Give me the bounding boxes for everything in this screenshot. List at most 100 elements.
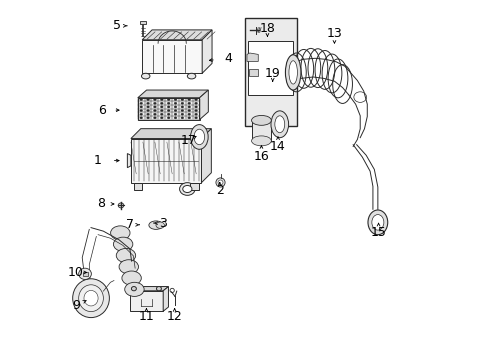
Ellipse shape — [181, 99, 183, 101]
Bar — [82, 272, 87, 276]
Ellipse shape — [160, 106, 163, 108]
Ellipse shape — [274, 116, 284, 133]
Polygon shape — [142, 30, 212, 40]
Ellipse shape — [73, 279, 109, 318]
Ellipse shape — [140, 113, 142, 115]
Ellipse shape — [216, 178, 224, 187]
Ellipse shape — [79, 285, 103, 312]
Bar — [140, 21, 146, 24]
Text: 12: 12 — [166, 310, 182, 323]
Ellipse shape — [153, 109, 156, 112]
Text: 15: 15 — [370, 226, 386, 239]
Ellipse shape — [146, 117, 149, 119]
Ellipse shape — [218, 180, 223, 185]
Text: 18: 18 — [259, 22, 275, 35]
Ellipse shape — [187, 73, 195, 79]
Text: 19: 19 — [264, 67, 280, 80]
Ellipse shape — [167, 102, 170, 104]
Ellipse shape — [79, 268, 91, 279]
Bar — [133, 183, 142, 190]
Ellipse shape — [270, 111, 288, 138]
Ellipse shape — [160, 113, 163, 115]
Text: 5: 5 — [113, 19, 121, 32]
Ellipse shape — [187, 109, 190, 112]
Ellipse shape — [131, 287, 136, 291]
Text: 1: 1 — [94, 154, 102, 167]
Polygon shape — [129, 287, 168, 291]
Ellipse shape — [174, 117, 177, 119]
Text: 2: 2 — [215, 184, 224, 197]
Text: 8: 8 — [98, 198, 105, 211]
Ellipse shape — [187, 113, 190, 115]
Polygon shape — [127, 154, 131, 168]
Ellipse shape — [285, 55, 300, 90]
Ellipse shape — [174, 99, 177, 101]
Ellipse shape — [181, 102, 183, 104]
Ellipse shape — [122, 271, 141, 285]
Ellipse shape — [181, 117, 183, 119]
Polygon shape — [201, 129, 211, 183]
Ellipse shape — [153, 117, 156, 119]
Ellipse shape — [251, 136, 271, 146]
Bar — [244, 18, 296, 126]
Polygon shape — [246, 53, 258, 62]
Polygon shape — [202, 30, 212, 73]
Polygon shape — [131, 129, 211, 139]
Ellipse shape — [167, 99, 170, 101]
Ellipse shape — [167, 117, 170, 119]
Ellipse shape — [153, 113, 156, 115]
Ellipse shape — [156, 287, 161, 291]
Ellipse shape — [187, 99, 190, 101]
Ellipse shape — [194, 102, 197, 104]
Ellipse shape — [116, 248, 135, 262]
Ellipse shape — [181, 113, 183, 115]
Ellipse shape — [146, 109, 149, 112]
Ellipse shape — [174, 109, 177, 112]
Ellipse shape — [146, 102, 149, 104]
Polygon shape — [131, 139, 201, 183]
Ellipse shape — [141, 73, 150, 79]
Bar — [251, 120, 271, 141]
Ellipse shape — [140, 109, 142, 112]
Bar — [190, 183, 198, 190]
Ellipse shape — [194, 129, 204, 145]
Ellipse shape — [179, 183, 195, 195]
Ellipse shape — [140, 102, 142, 104]
Ellipse shape — [113, 237, 133, 251]
Ellipse shape — [160, 117, 163, 119]
Ellipse shape — [194, 109, 197, 112]
Polygon shape — [129, 291, 163, 311]
Polygon shape — [199, 90, 208, 120]
Ellipse shape — [174, 102, 177, 104]
Text: 4: 4 — [224, 52, 232, 65]
Ellipse shape — [183, 185, 192, 193]
Ellipse shape — [194, 99, 197, 101]
Polygon shape — [138, 98, 199, 120]
Ellipse shape — [190, 125, 208, 149]
Ellipse shape — [160, 109, 163, 112]
Ellipse shape — [124, 282, 144, 296]
Text: 6: 6 — [98, 104, 105, 117]
Ellipse shape — [174, 113, 177, 115]
Text: 14: 14 — [269, 140, 285, 153]
Polygon shape — [248, 69, 257, 76]
Ellipse shape — [146, 113, 149, 115]
Text: 3: 3 — [159, 217, 167, 230]
Ellipse shape — [153, 102, 156, 104]
Ellipse shape — [187, 102, 190, 104]
Ellipse shape — [140, 106, 142, 108]
Ellipse shape — [140, 117, 142, 119]
Ellipse shape — [181, 109, 183, 112]
Ellipse shape — [174, 106, 177, 108]
Text: 11: 11 — [138, 310, 154, 323]
Ellipse shape — [146, 99, 149, 101]
Text: 16: 16 — [253, 149, 269, 162]
Ellipse shape — [167, 113, 170, 115]
Ellipse shape — [367, 210, 387, 235]
Ellipse shape — [148, 221, 163, 229]
Ellipse shape — [167, 109, 170, 112]
Ellipse shape — [146, 106, 149, 108]
Ellipse shape — [187, 117, 190, 119]
Ellipse shape — [194, 113, 197, 115]
Ellipse shape — [194, 117, 197, 119]
